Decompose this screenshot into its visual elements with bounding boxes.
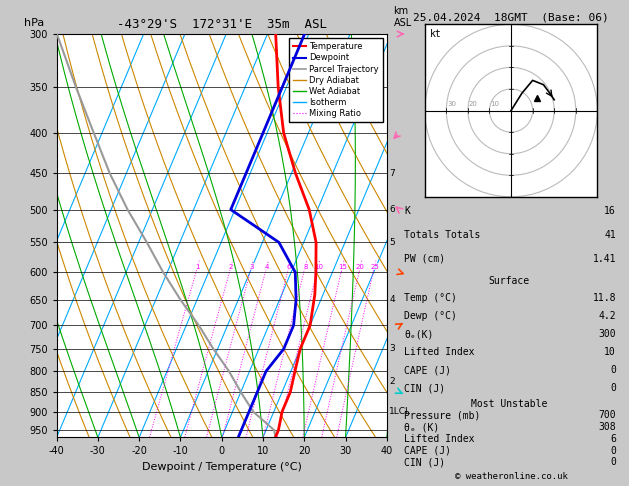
Text: 2: 2	[229, 263, 233, 270]
Text: hPa: hPa	[24, 18, 44, 28]
Text: km
ASL: km ASL	[394, 6, 412, 28]
Text: kt: kt	[430, 30, 442, 39]
Text: Lifted Index: Lifted Index	[404, 347, 475, 357]
Text: 5: 5	[389, 238, 395, 247]
Text: 3: 3	[389, 345, 395, 353]
Text: 308: 308	[598, 422, 616, 432]
Text: 10: 10	[314, 263, 323, 270]
Text: 6: 6	[389, 205, 395, 214]
Text: 10: 10	[491, 101, 499, 107]
Text: 4: 4	[265, 263, 269, 270]
Text: CAPE (J): CAPE (J)	[404, 446, 451, 455]
Text: CAPE (J): CAPE (J)	[404, 365, 451, 375]
Text: 0: 0	[610, 457, 616, 467]
Text: Most Unstable: Most Unstable	[470, 399, 547, 409]
Text: 20: 20	[356, 263, 365, 270]
Text: Temp (°C): Temp (°C)	[404, 294, 457, 303]
Text: 1LCL: 1LCL	[389, 407, 411, 416]
Text: 6: 6	[287, 263, 291, 270]
Title: -43°29'S  172°31'E  35m  ASL: -43°29'S 172°31'E 35m ASL	[117, 18, 326, 32]
Text: Surface: Surface	[488, 276, 530, 286]
X-axis label: Dewpoint / Temperature (°C): Dewpoint / Temperature (°C)	[142, 462, 302, 472]
Text: 2: 2	[389, 377, 395, 386]
Text: 7: 7	[389, 169, 395, 178]
Text: 1: 1	[196, 263, 200, 270]
Text: 10: 10	[604, 347, 616, 357]
Text: 15: 15	[338, 263, 347, 270]
Text: 700: 700	[598, 410, 616, 420]
Text: 3: 3	[249, 263, 254, 270]
Text: 300: 300	[598, 330, 616, 339]
Text: Totals Totals: Totals Totals	[404, 230, 481, 240]
Text: θₑ (K): θₑ (K)	[404, 422, 440, 432]
Text: 30: 30	[447, 101, 457, 107]
Text: Lifted Index: Lifted Index	[404, 434, 475, 444]
Text: K: K	[404, 206, 410, 216]
Text: θₑ(K): θₑ(K)	[404, 330, 433, 339]
Text: 8: 8	[303, 263, 308, 270]
Text: 20: 20	[469, 101, 478, 107]
Text: 41: 41	[604, 230, 616, 240]
Text: © weatheronline.co.uk: © weatheronline.co.uk	[455, 472, 567, 481]
Text: 1.41: 1.41	[593, 254, 616, 264]
Text: Dewp (°C): Dewp (°C)	[404, 312, 457, 321]
Text: 16: 16	[604, 206, 616, 216]
Text: Pressure (mb): Pressure (mb)	[404, 410, 481, 420]
Text: CIN (J): CIN (J)	[404, 383, 445, 393]
Text: 4.2: 4.2	[598, 312, 616, 321]
Text: 25: 25	[370, 263, 379, 270]
Text: 0: 0	[610, 383, 616, 393]
Text: 25.04.2024  18GMT  (Base: 06): 25.04.2024 18GMT (Base: 06)	[413, 12, 609, 22]
Text: CIN (J): CIN (J)	[404, 457, 445, 467]
Text: PW (cm): PW (cm)	[404, 254, 445, 264]
Text: 11.8: 11.8	[593, 294, 616, 303]
Text: 0: 0	[610, 446, 616, 455]
Text: 0: 0	[610, 365, 616, 375]
Text: 4: 4	[389, 295, 395, 304]
Legend: Temperature, Dewpoint, Parcel Trajectory, Dry Adiabat, Wet Adiabat, Isotherm, Mi: Temperature, Dewpoint, Parcel Trajectory…	[289, 38, 382, 122]
Text: 6: 6	[610, 434, 616, 444]
